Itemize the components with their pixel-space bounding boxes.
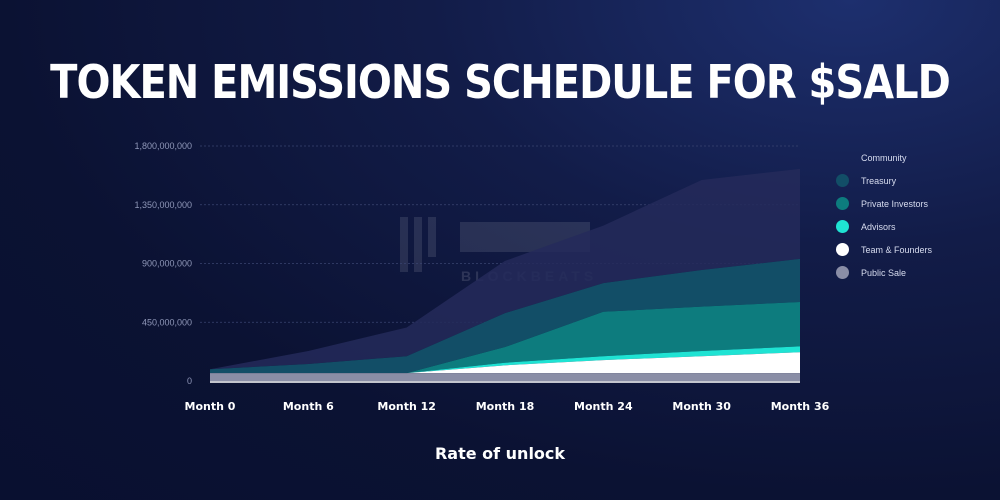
area-treasury [210,258,800,374]
legend-label: Advisors [861,221,896,232]
legend-swatch [836,266,849,279]
x-tick-label: Month 0 [185,400,236,413]
legend-item: Advisors [836,215,932,238]
y-tick-label: 0 [187,376,192,386]
area-team-founders [210,352,800,374]
legend-swatch [836,243,849,256]
legend-label: Public Sale [861,267,907,278]
x-tick-label: Month 30 [672,400,731,413]
x-tick-label: Month 24 [574,400,633,413]
legend-label: Private Investors [861,198,929,209]
legend: Community Treasury Private Investors Adviso… [836,146,932,284]
legend-item: Public Sale [836,261,932,284]
y-tick-label: 1,800,000,000 [134,141,192,151]
x-tick-label: Month 12 [377,400,436,413]
y-tick-label: 450,000,000 [142,317,192,327]
legend-item: Community [836,146,932,169]
x-axis-title: Rate of unlock [434,444,566,463]
legend-swatch [836,151,849,164]
legend-swatch [836,197,849,210]
legend-label: Team & Founders [861,244,933,255]
legend-swatch [836,174,849,187]
legend-item: Private Investors [836,192,932,215]
y-tick-label: 900,000,000 [142,259,192,269]
chart-title: TOKEN EMISSIONS SCHEDULE FOR $SALD [50,56,951,110]
x-tick-label: Month 18 [476,400,535,413]
legend-label: Community [861,152,907,163]
area-public-sale [210,373,800,381]
legend-swatch [836,220,849,233]
area-community [210,168,800,370]
legend-label: Treasury [861,175,897,186]
legend-item: Team & Founders [836,238,932,261]
watermark-logo [400,212,610,282]
x-tick-label: Month 6 [283,400,334,413]
x-tick-label: Month 36 [771,400,830,413]
y-tick-label: 1,350,000,000 [134,200,192,210]
legend-item: Treasury [836,169,932,192]
area-private-investors [210,302,800,374]
